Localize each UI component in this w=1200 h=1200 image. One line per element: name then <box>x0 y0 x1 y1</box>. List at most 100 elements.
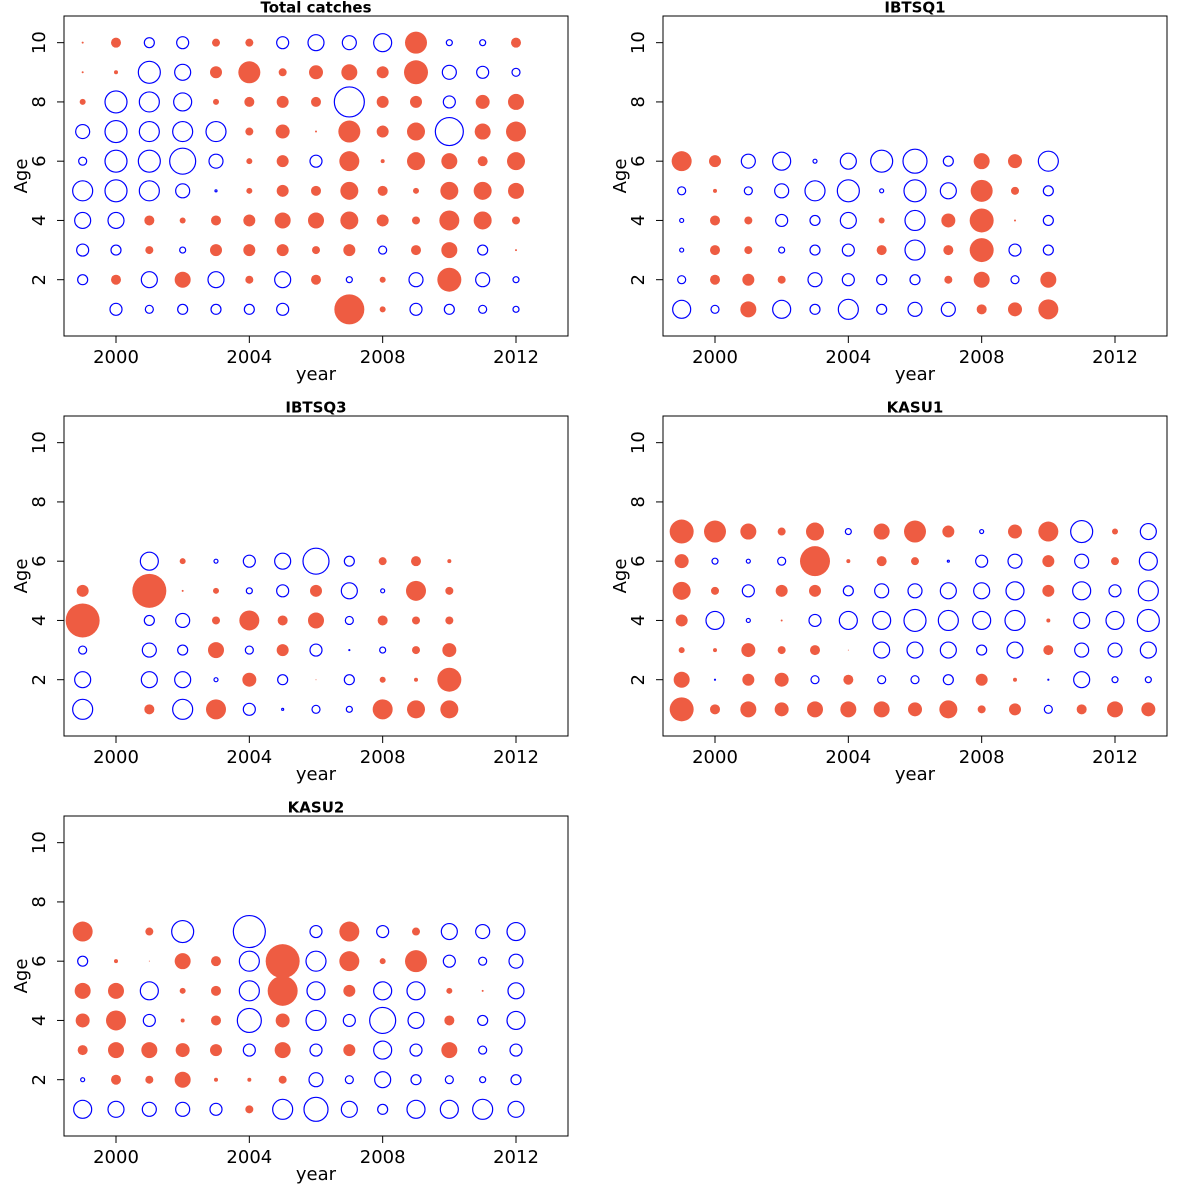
bubble <box>344 1075 354 1085</box>
bubble <box>80 1077 86 1083</box>
bubble <box>1074 553 1090 569</box>
x-tick-label: 2000 <box>93 1147 139 1168</box>
bubble <box>211 215 221 226</box>
bubble <box>904 520 926 543</box>
y-tick-label: 6 <box>628 555 649 566</box>
x-tick-label: 2008 <box>360 1147 406 1168</box>
x-tick-label: 2000 <box>692 347 738 368</box>
bubble <box>1011 186 1019 195</box>
bubble <box>439 1099 459 1119</box>
bubble <box>343 674 355 686</box>
bubble <box>108 1042 124 1059</box>
bubble <box>508 93 524 110</box>
y-tick-label: 6 <box>29 155 50 166</box>
bubble <box>108 982 124 999</box>
bubble <box>704 520 726 543</box>
bubble <box>1139 641 1157 659</box>
bubble <box>906 641 924 659</box>
bubble <box>812 158 818 164</box>
plot-frame <box>662 15 1168 337</box>
bubble <box>976 304 987 315</box>
bubble <box>311 96 321 107</box>
bubble <box>413 187 419 194</box>
y-tick-label: 10 <box>29 31 50 54</box>
bubble <box>77 274 89 286</box>
bubble <box>407 152 425 171</box>
bubble <box>969 238 994 263</box>
panel-title: KASU2 <box>288 799 345 817</box>
bubble <box>910 675 920 685</box>
bubble <box>243 244 256 257</box>
bubble <box>214 189 218 193</box>
x-axis-label: year <box>895 764 936 785</box>
bubble <box>74 671 92 689</box>
bubble <box>473 181 492 200</box>
bubble <box>179 246 187 254</box>
bubble <box>171 919 195 944</box>
bubble <box>339 921 360 942</box>
bubble <box>740 701 757 718</box>
y-tick-label: 10 <box>628 431 649 454</box>
bubble <box>876 274 888 286</box>
bubble <box>711 586 719 595</box>
bubble <box>672 581 691 600</box>
bubble <box>377 185 388 196</box>
bubble <box>238 980 260 1002</box>
bubble <box>409 302 423 316</box>
bubble <box>344 615 354 626</box>
bubble <box>512 216 520 225</box>
bubble <box>378 557 387 566</box>
bubble <box>340 211 359 230</box>
y-tick-label: 10 <box>29 831 50 854</box>
bubble <box>440 700 459 719</box>
bubble <box>374 1071 392 1089</box>
bubble <box>1006 641 1024 659</box>
bubble <box>339 151 360 172</box>
bubble <box>246 187 253 194</box>
bubble <box>508 953 524 969</box>
panel: IBTSQ1 2000 2004 2008 2012 2 4 6 8 10 year Age <box>610 0 1168 385</box>
bubble <box>305 950 327 972</box>
bubble <box>810 645 820 656</box>
x-tick-label: 2000 <box>692 747 738 768</box>
x-tick-label: 2000 <box>93 347 139 368</box>
bubble <box>110 244 122 256</box>
x-tick-label: 2004 <box>226 347 272 368</box>
bubble <box>941 213 956 228</box>
plot-frame <box>63 415 569 737</box>
bubble <box>677 186 687 196</box>
bubble <box>81 41 84 44</box>
bubble <box>379 306 386 313</box>
bubble <box>671 151 692 172</box>
bubble <box>173 92 193 112</box>
bubble <box>772 299 792 319</box>
bubble <box>940 301 956 317</box>
bubble <box>841 273 855 287</box>
bubble <box>245 38 254 47</box>
bubble <box>877 675 887 685</box>
bubble <box>247 1077 252 1082</box>
bubble <box>741 643 756 658</box>
bubble <box>1014 219 1016 222</box>
bubble <box>275 1013 290 1028</box>
bubble <box>211 985 221 996</box>
bubble <box>836 179 860 203</box>
bubble <box>445 586 454 595</box>
bubble <box>1144 676 1152 684</box>
bubble <box>379 958 386 965</box>
bubble <box>76 584 89 597</box>
bubble <box>107 211 125 230</box>
bubble <box>242 1043 256 1057</box>
bubble <box>969 208 994 233</box>
bubble <box>174 271 191 288</box>
bubble <box>477 156 488 167</box>
bubble <box>939 182 957 200</box>
bubble <box>1107 701 1123 718</box>
bubble <box>274 1042 291 1059</box>
bubble <box>475 272 491 288</box>
bubble <box>376 95 389 108</box>
bubble <box>745 558 751 564</box>
bubble <box>276 36 290 50</box>
bubble <box>1010 275 1020 285</box>
